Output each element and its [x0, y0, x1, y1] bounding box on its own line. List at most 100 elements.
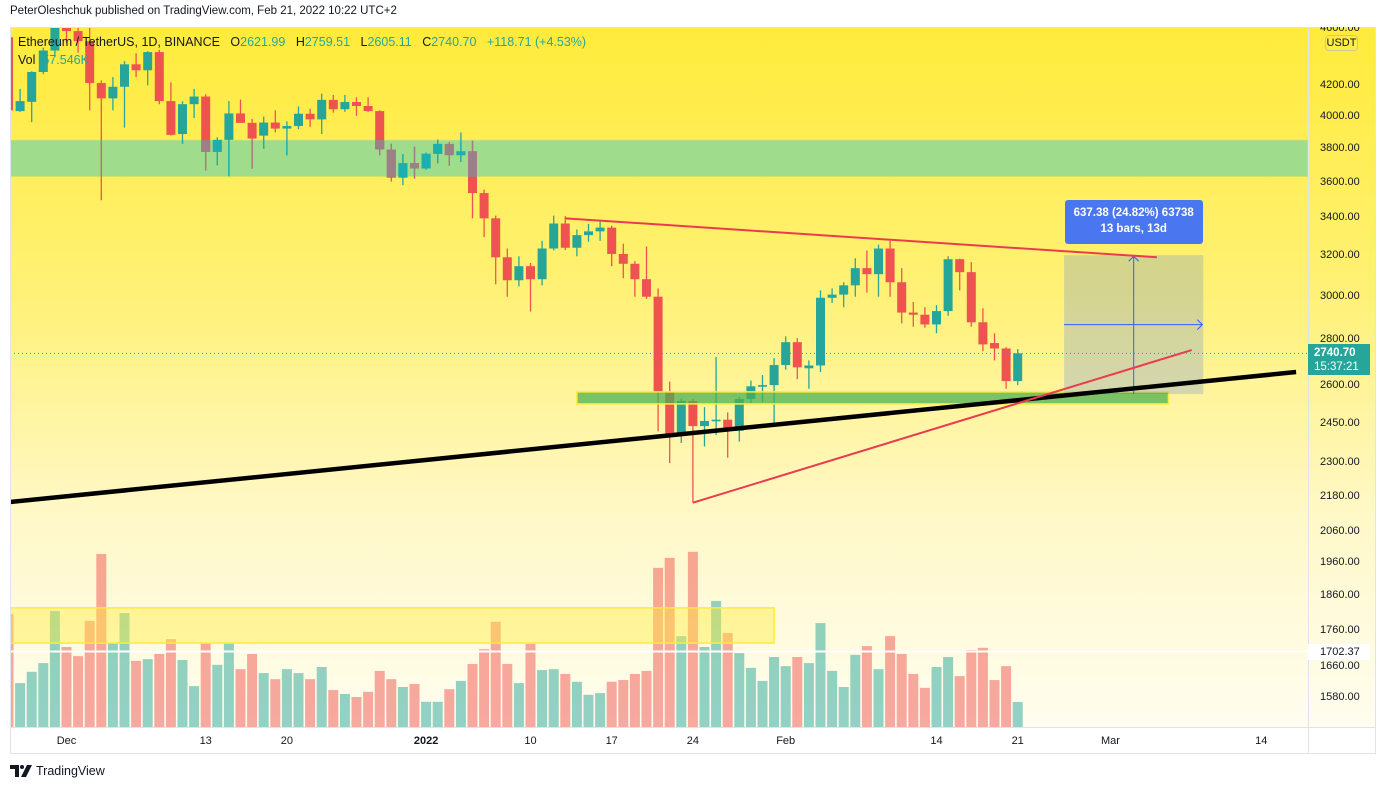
candle-body — [108, 86, 118, 99]
low-value: 2605.11 — [367, 35, 412, 49]
volume-bar — [270, 679, 281, 727]
currency-badge[interactable]: USDT — [1325, 35, 1358, 51]
candle-body — [537, 248, 547, 280]
volume-bar — [943, 657, 954, 727]
candle-body — [920, 314, 930, 325]
candle — [491, 215, 501, 285]
candle-body — [85, 41, 95, 84]
candles — [10, 27, 1023, 503]
volume-bar — [432, 701, 443, 727]
volume-label[interactable]: Vol — [18, 53, 36, 67]
volume-bar — [479, 649, 490, 727]
open-value: 2621.99 — [240, 35, 286, 49]
candle — [433, 139, 443, 164]
candle — [862, 250, 872, 293]
candle-body — [792, 342, 802, 368]
volume-bar — [769, 657, 780, 727]
candle — [131, 53, 141, 78]
candle-body — [212, 139, 222, 152]
volume-bar — [745, 667, 756, 727]
volume-bar — [397, 687, 408, 727]
candle — [166, 82, 176, 136]
candle-body — [305, 113, 315, 120]
symbol-title[interactable]: Ethereum / TetherUS, 1D, BINANCE — [18, 35, 220, 49]
price-tick-label: 4000.00 — [1320, 109, 1360, 122]
candle — [955, 258, 965, 291]
candle — [410, 146, 419, 177]
volume-bar — [258, 673, 269, 727]
candle-body — [259, 122, 269, 136]
candle-body — [375, 139, 385, 150]
volume-bar — [73, 656, 84, 727]
candle — [189, 89, 199, 119]
change-value: +118.71 (+4.53%) — [486, 35, 587, 49]
volume-bar — [989, 680, 1000, 727]
volume-bar — [896, 653, 907, 727]
legend-ohlc-row: Ethereum / TetherUS, 1D, BINANCE O2621.9… — [18, 33, 586, 51]
volume-bar — [687, 551, 698, 727]
candle — [317, 93, 327, 135]
volume-bar — [629, 673, 640, 727]
candle — [932, 305, 941, 334]
price-pane[interactable] — [4, 5, 1309, 727]
candle-body — [816, 297, 825, 366]
time-tick-label: Mar — [1101, 735, 1120, 747]
candle — [549, 215, 559, 251]
volume-bar — [513, 683, 524, 727]
date-price-range[interactable] — [1064, 255, 1204, 395]
volume-bar — [293, 673, 304, 727]
volume-bar — [351, 697, 362, 727]
price-tick-label: 4600.00 — [1320, 27, 1360, 35]
candle-body — [154, 52, 164, 102]
volume-bar — [305, 679, 316, 727]
candle-body — [885, 248, 895, 283]
volume-bar — [780, 666, 791, 727]
candle-body — [189, 96, 199, 105]
time-tick-label: 14 — [1255, 735, 1268, 747]
time-axis[interactable]: Dec 13 20 2022 10 17 24 Feb 14 21 Mar 14 — [10, 727, 1308, 754]
candle-body — [386, 149, 396, 177]
candle — [363, 97, 373, 112]
candle — [120, 61, 129, 128]
triangle-upper-line[interactable] — [565, 217, 1157, 259]
candle-body — [433, 143, 443, 154]
candle — [38, 47, 48, 75]
candle — [251, 139, 253, 169]
candle — [850, 258, 860, 297]
volume-bar — [189, 686, 200, 727]
volume-bar — [757, 680, 768, 727]
time-axis-background — [10, 727, 1376, 754]
resistance-zone[interactable] — [10, 139, 1308, 178]
volume-highlight-zone[interactable] — [10, 607, 775, 644]
candle-body — [804, 365, 814, 369]
volume-bar — [525, 643, 536, 727]
footer-branding[interactable]: TradingView — [10, 764, 105, 778]
volume-bar — [676, 636, 687, 727]
candle-body — [665, 392, 675, 436]
candle — [201, 139, 211, 171]
long-term-support-line[interactable] — [9, 369, 1297, 505]
candle-body — [688, 400, 698, 427]
candle — [885, 240, 895, 297]
legend-volume-row: Vol 57.546K — [18, 51, 586, 69]
candle-body — [247, 122, 257, 139]
candle — [595, 220, 605, 241]
measure-price-change: 637.38 (24.82%) 63738 — [1073, 207, 1194, 220]
candle — [270, 110, 280, 133]
candle-body — [700, 420, 709, 427]
volume-bar — [96, 553, 107, 727]
volume-bar — [1001, 666, 1012, 727]
candle-body — [978, 322, 988, 345]
price-axis[interactable]: 1580.00 1660.00 1760.00 1860.00 1960.00 2060.… — [1308, 27, 1376, 727]
triangle-lower-line[interactable] — [692, 349, 1192, 504]
candle — [479, 189, 489, 238]
price-tick-label: 2180.00 — [1320, 489, 1360, 502]
candle-body — [630, 263, 640, 280]
candle-body — [375, 111, 385, 150]
candle — [874, 244, 883, 297]
volume-bar — [247, 653, 258, 727]
candle — [514, 256, 524, 287]
candle-body — [38, 50, 48, 73]
volume-bar — [15, 683, 26, 727]
